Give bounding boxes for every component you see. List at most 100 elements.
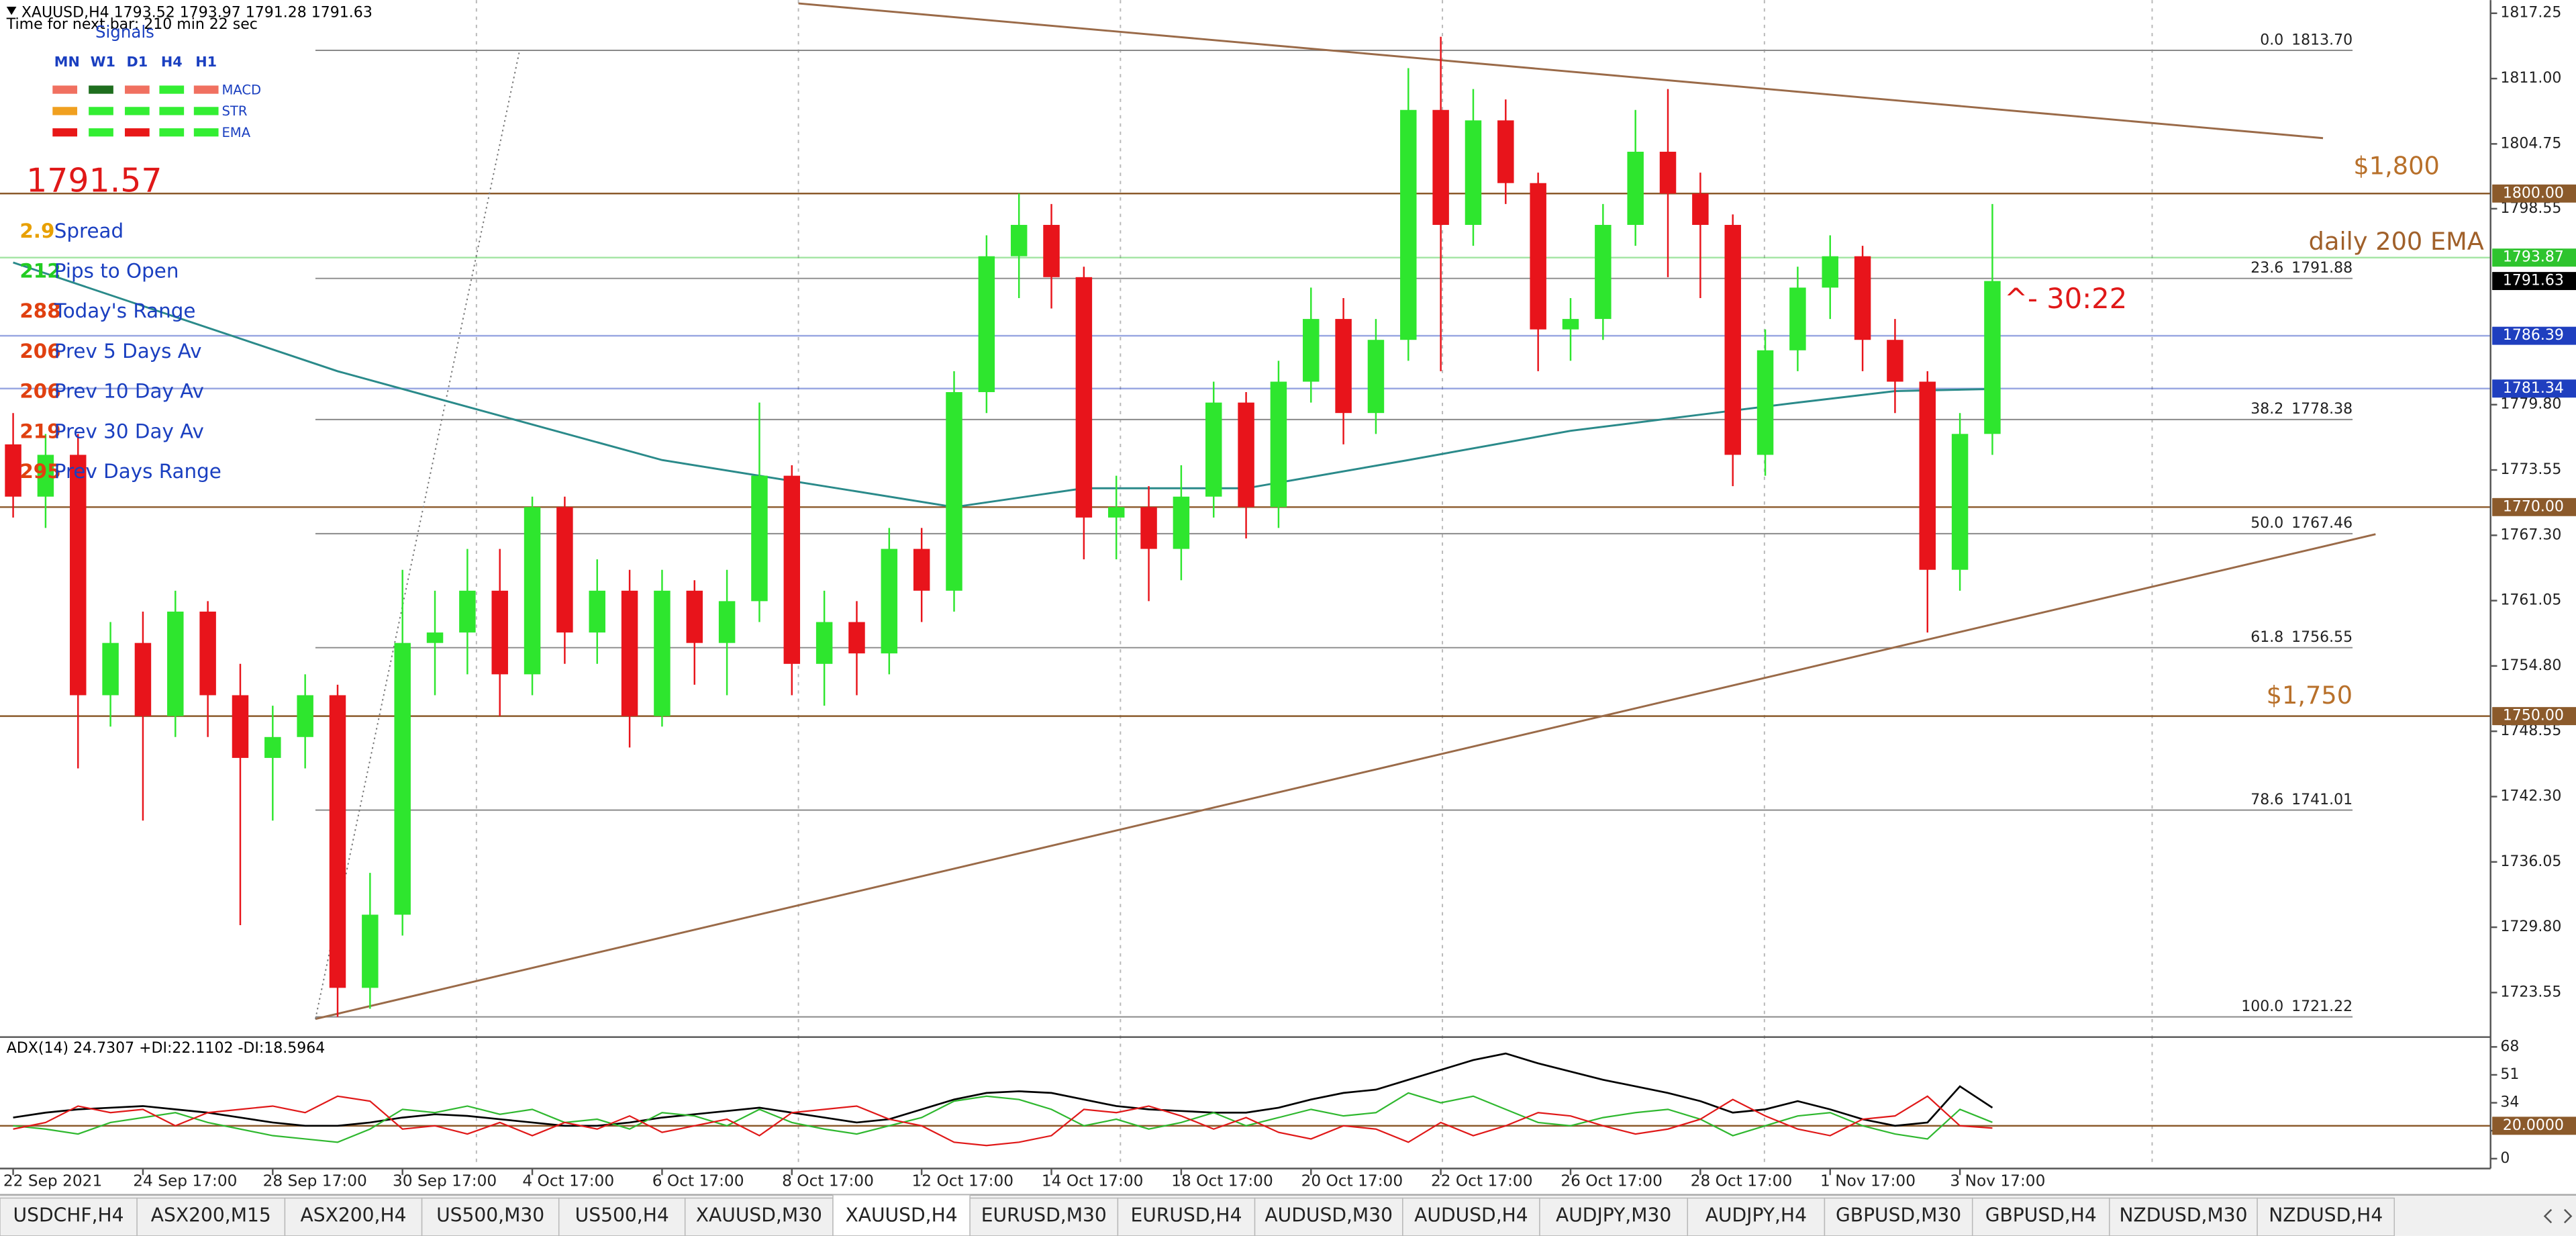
candle-body [556,507,573,633]
tab[interactable] [1824,1197,1973,1236]
tab[interactable] [284,1197,423,1236]
countdown: ^- 30:22 [2004,282,2127,315]
tab-label[interactable]: AUDJPY,H4 [1705,1204,1807,1226]
tab-label[interactable]: AUDUSD,H4 [1414,1204,1528,1226]
x-tick-label: 28 Oct 17:00 [1691,1172,1793,1190]
tab-label[interactable]: US500,H4 [575,1204,669,1226]
x-tick-label: 20 Oct 17:00 [1301,1172,1403,1190]
x-tick-label: 14 Oct 17:00 [1042,1172,1144,1190]
signal-cell [89,85,113,94]
signal-cell [125,128,150,137]
candle-body [881,549,898,654]
fib-level: 23.6 [2250,260,2283,277]
tab[interactable] [1539,1197,1689,1236]
tab[interactable] [1687,1197,1826,1236]
candle-body [134,643,152,716]
signal-cell [193,107,219,115]
x-tick-label: 22 Oct 17:00 [1431,1172,1533,1190]
candle-body [718,601,736,643]
tab-label[interactable]: EURUSD,M30 [981,1204,1107,1226]
candle-body [1756,350,1774,455]
tab-scroll-arrow[interactable] [2543,1208,2573,1224]
stat-value: 295 [19,460,60,483]
tab[interactable] [1971,1197,2110,1236]
candle-body [199,611,216,696]
tab-label[interactable]: NZDUSD,M30 [2119,1204,2247,1226]
tab-label[interactable]: AUDUSD,M30 [1265,1204,1393,1226]
candle-body [5,444,21,497]
candle-body [1238,402,1254,508]
level-note: $1,750 [2267,681,2352,710]
tab[interactable] [1402,1197,1540,1236]
candle-body [1951,434,1969,570]
candle-body [589,590,605,633]
candle-body [426,632,444,643]
tab-label[interactable]: XAUUSD,M30 [696,1204,822,1226]
tab-label[interactable]: GBPUSD,H4 [1985,1204,2097,1226]
candle-body [1107,507,1125,518]
candle-body [783,475,801,664]
candle-body [459,590,476,633]
signal-cell [193,85,219,94]
price-box-label: 1750.00 [2503,708,2564,724]
y-tick-label: 1723.55 [2500,984,2561,1000]
x-tick-label: 12 Oct 17:00 [911,1172,1013,1190]
tab[interactable] [1117,1197,1256,1236]
stat-value: 288 [19,299,60,322]
tab[interactable] [832,1194,971,1236]
stat-value: 212 [19,260,60,283]
x-tick-label: 26 Oct 17:00 [1561,1172,1663,1190]
price-box [2492,1116,2576,1135]
price-box [2492,707,2576,726]
candle-body [1984,281,2001,434]
trendline [798,2,2324,140]
candle-body [654,590,671,716]
candle-body [1919,381,1936,570]
candle-body [70,455,87,696]
x-tick-label: 1 Nov 17:00 [1820,1172,1916,1190]
y-tick-label: 34 [2500,1094,2519,1111]
fib-price: 1791.88 [2291,260,2352,277]
signal-cell [125,85,150,94]
tab-label[interactable]: EURUSD,H4 [1130,1204,1242,1226]
y-tick-label: 1811.00 [2500,70,2561,87]
tab[interactable] [2109,1197,2258,1236]
x-tick-label: 6 Oct 17:00 [652,1172,744,1190]
tab-label[interactable]: ASX200,H4 [300,1204,406,1226]
tab-label[interactable]: GBPUSD,M30 [1836,1204,1961,1226]
tab[interactable] [684,1197,834,1236]
stat-label: Spread [54,220,123,242]
y-tick-label: 1767.30 [2500,526,2561,543]
y-tick-label: 0 [2500,1150,2510,1167]
fib-price: 1721.22 [2291,998,2352,1015]
y-tick-label: 1729.80 [2500,918,2561,935]
fib-price: 1778.38 [2291,401,2352,418]
tab-label[interactable]: USDCHF,H4 [13,1204,124,1226]
signal-cell [52,128,78,137]
y-tick-label: 1748.55 [2500,722,2561,739]
price-box-label: 20.0000 [2503,1117,2564,1134]
price-box [2492,248,2576,267]
tab-label[interactable]: US500,M30 [436,1204,544,1226]
candle-body [1692,193,1709,225]
tab-label[interactable]: AUDJPY,M30 [1556,1204,1671,1226]
tab[interactable] [136,1197,286,1236]
tab-label[interactable]: ASX200,M15 [151,1204,271,1226]
candle-body [1400,109,1417,340]
candle-body [329,695,346,988]
candle-body [1173,496,1190,549]
stat-label: Prev 5 Days Av [54,340,202,363]
tab[interactable] [421,1197,560,1236]
candle-body [1303,319,1320,382]
collapse-arrow[interactable] [6,6,17,15]
candle-body [264,736,281,758]
price-box-label: 1770.00 [2503,498,2564,515]
tab-label[interactable]: XAUUSD,H4 [845,1204,957,1226]
tab-label[interactable]: NZDUSD,H4 [2269,1204,2383,1226]
tab[interactable] [558,1197,686,1236]
stat-value: 206 [19,340,60,363]
y-tick-label: 1804.75 [2500,135,2561,152]
